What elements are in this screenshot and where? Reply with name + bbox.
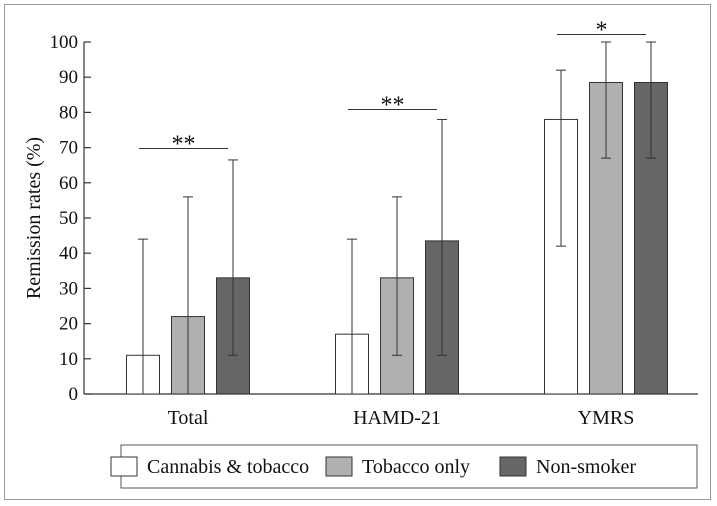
bar [634, 81, 668, 395]
x-axis-categories: Total HAMD-21 YMRS [168, 407, 635, 429]
y-axis-ticks: 0 10 20 30 40 50 60 70 80 90 100 [50, 32, 91, 405]
y-axis-label: Remission rates (%) [23, 137, 45, 299]
significance-marker: ** [381, 93, 405, 119]
y-tick-label: 10 [59, 349, 78, 370]
y-tick-label: 70 [59, 138, 78, 159]
significance-markers: ***** [139, 18, 646, 158]
y-tick-label: 90 [59, 67, 78, 88]
legend-label: Tobacco only [362, 456, 470, 478]
y-tick-label: 20 [59, 314, 78, 335]
legend: Cannabis & tobacco Tobacco only Non-smoker [110, 444, 698, 489]
y-tick-label: 50 [59, 208, 78, 229]
legend-label: Non-smoker [536, 456, 636, 478]
error-bars [138, 41, 656, 394]
y-tick-label: 30 [59, 278, 78, 299]
legend-box [120, 444, 698, 489]
x-category-label: HAMD-21 [353, 407, 441, 429]
legend-swatch [499, 456, 527, 477]
y-tick-label: 100 [50, 32, 79, 53]
y-tick-label: 60 [59, 173, 78, 194]
legend-swatch [110, 456, 138, 477]
legend-label: Cannabis & tobacco [147, 456, 309, 478]
x-category-label: YMRS [578, 407, 635, 429]
y-tick-label: 0 [69, 384, 79, 405]
significance-marker: * [596, 18, 608, 44]
legend-swatch [325, 456, 353, 477]
significance-marker: ** [172, 132, 196, 158]
x-category-label: Total [168, 407, 209, 429]
y-tick-label: 80 [59, 102, 78, 123]
y-tick-label: 40 [59, 243, 78, 264]
